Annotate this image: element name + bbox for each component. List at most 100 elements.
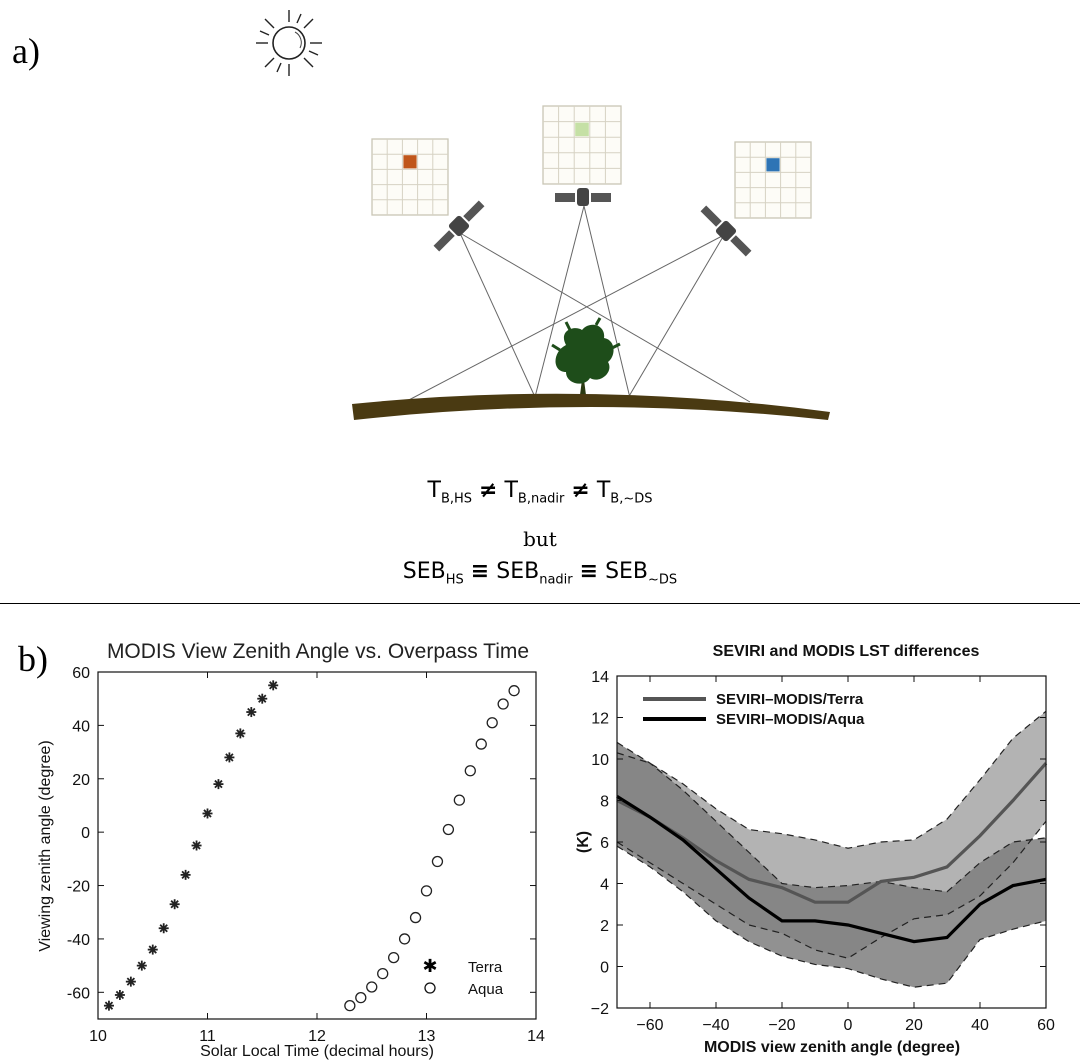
x-tick-label: 13 — [418, 1028, 436, 1045]
aqua-point — [431, 855, 444, 868]
chart-right-xlabel: MODIS view zenith angle (degree) — [704, 1039, 960, 1056]
equation-connector-but: but — [523, 527, 557, 551]
aqua-point — [464, 765, 476, 777]
x-tick-label: 0 — [844, 1017, 853, 1034]
terra-point — [191, 840, 202, 851]
x-tick-label: 10 — [89, 1028, 107, 1045]
view-lines — [404, 205, 751, 403]
legend-aqua-label: Aqua — [468, 981, 504, 998]
aqua-uncertainty-band — [617, 742, 1046, 988]
legend-terra-label: SEVIRI–MODIS/Terra — [716, 691, 864, 708]
x-tick-label: 40 — [971, 1017, 989, 1034]
aqua-point — [475, 738, 487, 750]
aqua-point — [508, 685, 520, 697]
x-tick-label: 20 — [905, 1017, 923, 1034]
lower-bound-line — [616, 820, 1047, 959]
x-tick-label: 12 — [308, 1028, 326, 1045]
y-tick-label: 4 — [600, 877, 609, 894]
x-tick-label: 60 — [1037, 1017, 1055, 1034]
terra-uncertainty-band — [617, 711, 1046, 959]
chart-left-xlabel: Solar Local Time (decimal hours) — [200, 1043, 434, 1060]
aqua-point — [420, 885, 433, 897]
y-tick-label: 20 — [72, 772, 90, 789]
y-tick-label: 40 — [72, 718, 90, 735]
y-tick-label: 10 — [591, 752, 609, 769]
y-tick-label: 6 — [600, 835, 609, 852]
y-tick-label: 0 — [600, 960, 609, 977]
x-tick-label: 14 — [527, 1028, 545, 1045]
tree-icon — [551, 317, 621, 395]
surface-energy-balance-equation: SEBHS ≡ SEBnadir ≡ SEB~DS — [402, 559, 678, 588]
satellite-icon-left — [433, 200, 485, 252]
terra-point — [202, 808, 213, 819]
legend-aqua-marker — [424, 982, 436, 994]
y-tick-label: 60 — [72, 665, 90, 682]
terra-point — [136, 960, 147, 971]
aqua-point — [409, 911, 422, 924]
upper-bound-line — [616, 710, 1047, 849]
chart-right-ylabel: (K) — [575, 831, 592, 853]
aqua-point — [377, 967, 389, 980]
terra-point — [169, 899, 180, 910]
brightness-temperature-equation: TB,HS ≠ TB,nadir ≠ TB,~DS — [427, 478, 653, 507]
terra-point — [224, 752, 235, 763]
satellite-icon-center — [555, 188, 611, 206]
aqua-point — [355, 991, 367, 1004]
highlighted-pixel — [766, 158, 780, 172]
y-tick-label: -60 — [67, 985, 90, 1002]
pixel-grid-right — [734, 141, 812, 219]
pixel-grid-left — [371, 138, 449, 216]
satellite-icon-right — [700, 205, 752, 257]
y-tick-label: 0 — [81, 825, 90, 842]
y-tick-label: -20 — [67, 879, 90, 896]
aqua-point — [442, 823, 455, 836]
terra-point — [125, 976, 136, 987]
terra-point — [147, 944, 158, 955]
y-tick-label: 12 — [591, 711, 609, 728]
legend-aqua-label: SEVIRI–MODIS/Aqua — [716, 711, 865, 728]
aqua-point — [497, 698, 509, 710]
chart-right-title: SEVIRI and MODIS LST differences — [713, 643, 980, 660]
chart-left-legend: ✱ Terra Aqua — [422, 956, 503, 998]
terra-series-line — [616, 762, 1048, 904]
terra-point — [158, 923, 169, 934]
aqua-series-line — [616, 794, 1047, 944]
terra-point — [213, 779, 224, 790]
aqua-point — [387, 951, 400, 964]
chart-right-legend: SEVIRI–MODIS/Terra SEVIRI–MODIS/Aqua — [643, 691, 865, 728]
terra-point — [268, 680, 279, 691]
y-tick-label: 2 — [600, 918, 609, 935]
satellite-viewing-diagram — [256, 10, 830, 420]
sun-icon — [256, 10, 322, 76]
y-tick-label: −2 — [591, 1001, 609, 1018]
aqua-point — [366, 981, 378, 993]
upper-bound-line — [616, 741, 1047, 893]
highlighted-pixel — [403, 155, 417, 169]
terra-point — [257, 693, 268, 704]
panel-divider — [0, 603, 1080, 604]
chart-left-frame — [97, 671, 537, 1020]
y-tick-label: 8 — [600, 794, 609, 811]
ground-surface — [352, 393, 830, 420]
y-tick-label: 14 — [591, 669, 609, 686]
x-tick-label: −20 — [768, 1017, 795, 1034]
terra-point — [114, 989, 125, 1000]
terra-point — [103, 1000, 114, 1011]
x-tick-label: 11 — [199, 1028, 216, 1045]
terra-point — [235, 728, 246, 739]
legend-terra-label: Terra — [468, 959, 503, 976]
y-tick-label: -40 — [67, 932, 90, 949]
legend-terra-marker: ✱ — [422, 956, 437, 976]
x-tick-label: −40 — [702, 1017, 729, 1034]
chart-left-title: MODIS View Zenith Angle vs. Overpass Tim… — [107, 640, 529, 663]
aqua-point — [486, 717, 498, 729]
panel-b-label: b) — [18, 639, 48, 679]
aqua-point — [344, 1000, 356, 1012]
panel-a-label: a) — [12, 31, 40, 71]
aqua-point — [398, 933, 411, 945]
pixel-grid-center — [542, 105, 622, 185]
x-tick-label: −60 — [636, 1017, 663, 1034]
aqua-point — [453, 794, 466, 806]
chart-left-ylabel: Viewing zenith angle (degree) — [37, 740, 54, 951]
terra-point — [246, 707, 257, 718]
